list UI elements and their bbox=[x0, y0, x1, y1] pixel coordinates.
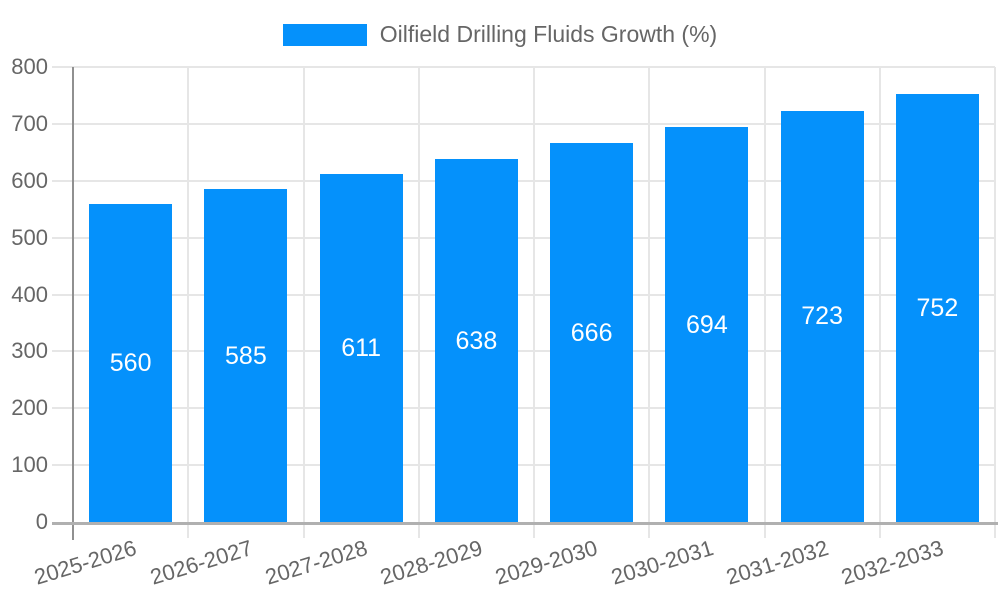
gridline-vertical bbox=[302, 67, 305, 538]
gridline-vertical bbox=[417, 67, 420, 538]
y-tick-label: 600 bbox=[11, 167, 48, 193]
x-tick-label: 2026-2027 bbox=[146, 535, 255, 590]
gridline-vertical bbox=[994, 67, 996, 538]
y-tick-label: 400 bbox=[11, 281, 48, 307]
y-tick-label: 800 bbox=[11, 54, 48, 79]
gridline-horizontal bbox=[52, 66, 995, 68]
bar bbox=[780, 110, 864, 522]
bar-value-label: 611 bbox=[341, 334, 382, 363]
y-tick-label: 500 bbox=[11, 224, 48, 250]
x-tick-label: 2030-2031 bbox=[607, 535, 716, 590]
y-tick-label: 0 bbox=[35, 509, 48, 534]
y-tick-label: 700 bbox=[11, 110, 48, 136]
bar-value-label: 560 bbox=[109, 348, 152, 377]
bar-value-label: 666 bbox=[570, 318, 613, 347]
x-tick-label: 2027-2028 bbox=[262, 535, 371, 590]
gridline-vertical bbox=[187, 67, 190, 538]
bar-value-label: 752 bbox=[916, 294, 959, 323]
y-axis-line bbox=[72, 67, 74, 540]
x-tick-label: 2031-2032 bbox=[723, 535, 832, 590]
y-tick-label: 300 bbox=[11, 338, 48, 364]
bar bbox=[204, 189, 288, 522]
bar-value-label: 638 bbox=[455, 326, 498, 355]
x-tick-label: 2028-2029 bbox=[377, 535, 486, 590]
gridline-vertical bbox=[878, 67, 881, 538]
bar bbox=[895, 94, 979, 522]
bar bbox=[319, 174, 403, 522]
x-axis-line bbox=[52, 522, 998, 525]
gridline-vertical bbox=[763, 67, 766, 538]
x-tick-label: 2032-2033 bbox=[838, 535, 947, 590]
legend-label: Oilfield Drilling Fluids Growth (%) bbox=[379, 21, 718, 47]
legend-swatch bbox=[282, 23, 367, 46]
y-tick-label: 200 bbox=[11, 395, 48, 421]
gridline-vertical bbox=[533, 67, 535, 538]
bar-value-label: 694 bbox=[686, 310, 728, 339]
bar-value-label: 723 bbox=[801, 302, 843, 331]
legend: Oilfield Drilling Fluids Growth (%) bbox=[0, 21, 1000, 48]
bar bbox=[665, 127, 749, 522]
bar bbox=[434, 159, 518, 522]
gridline-vertical bbox=[648, 67, 651, 538]
x-tick-label: 2029-2030 bbox=[492, 535, 601, 590]
bar-value-label: 585 bbox=[225, 341, 267, 370]
bar bbox=[89, 203, 173, 522]
y-tick-label: 100 bbox=[11, 452, 48, 478]
bar bbox=[550, 143, 634, 522]
x-tick-label: 2025-2026 bbox=[31, 535, 140, 590]
